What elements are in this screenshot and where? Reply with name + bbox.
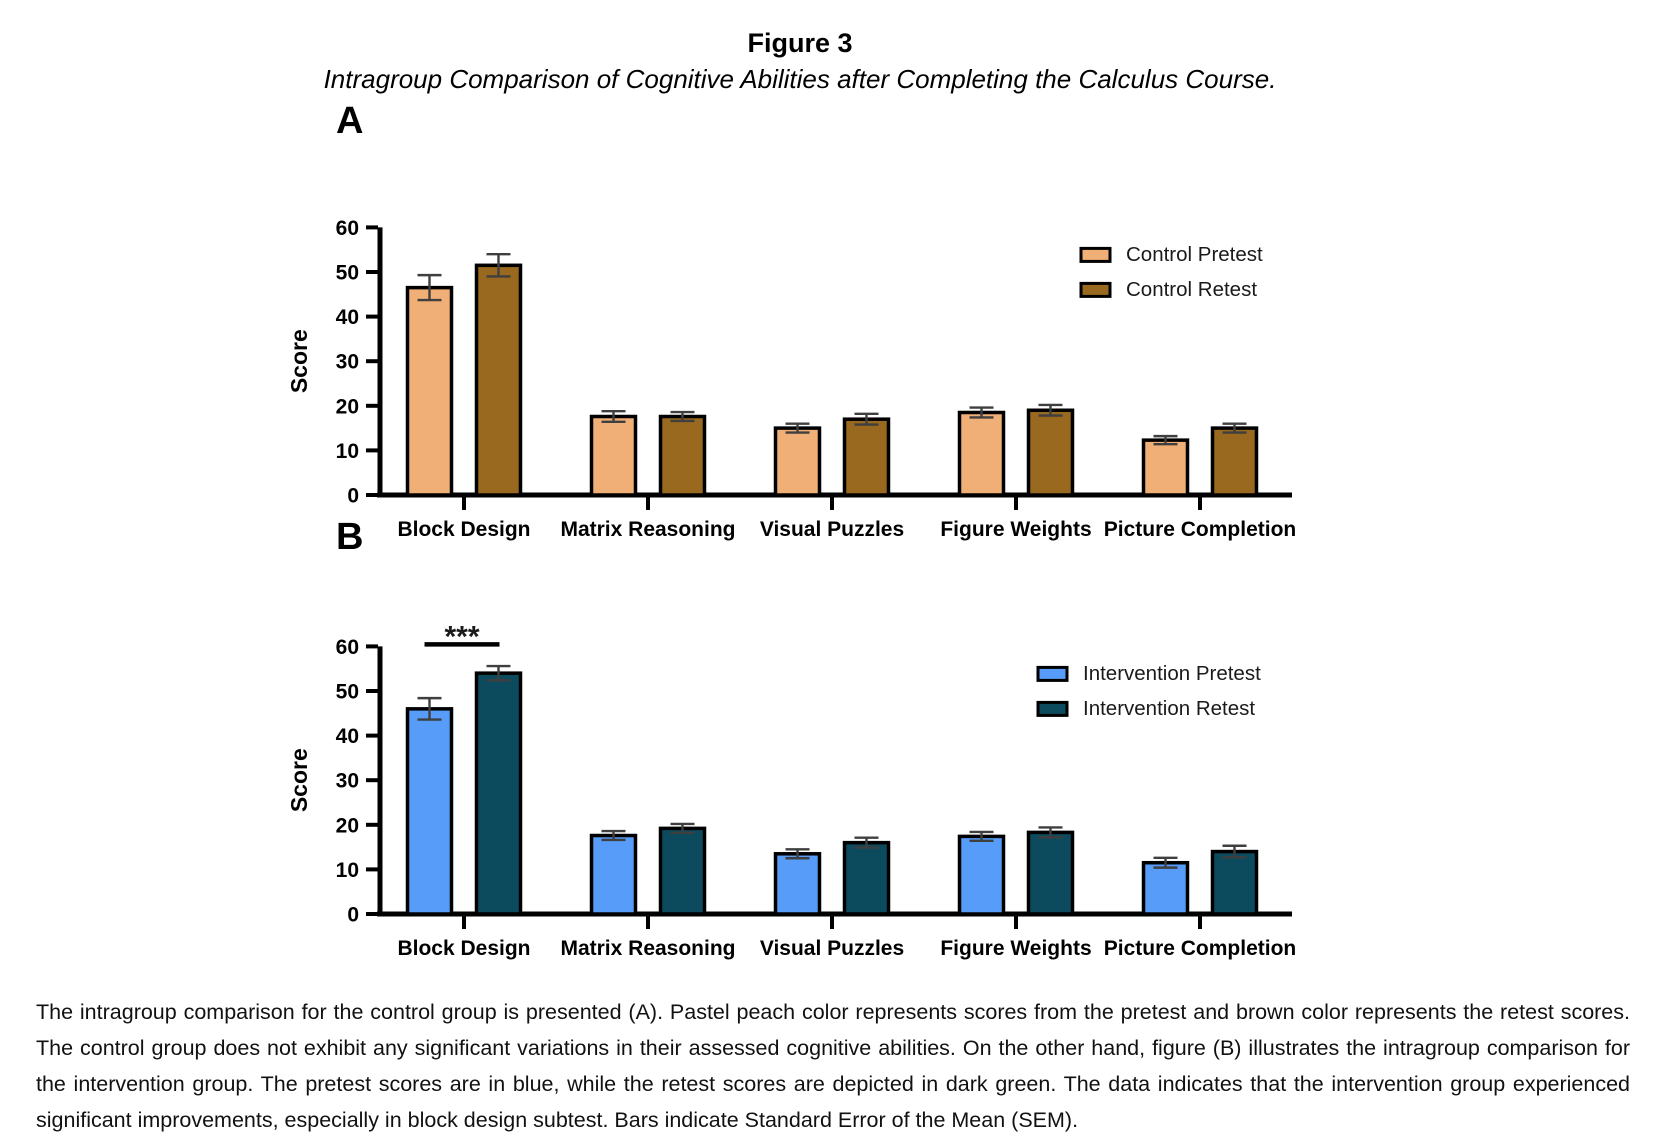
panel-a-label: A [336, 100, 364, 142]
error-bar-control-retest-matrix-reasoning [670, 410, 695, 423]
legend-label-intervention-pretest: Intervention Pretest [1083, 662, 1261, 685]
x-tick-label: Figure Weights [940, 937, 1091, 960]
bar-control-pretest-visual-puzzles [773, 426, 822, 497]
bar-intervention-retest-block-design [474, 671, 523, 916]
error-bar-intervention-retest-block-design [486, 664, 511, 682]
bar-intervention-retest-picture-completion [1210, 849, 1259, 916]
bar-control-retest-figure-weights [1026, 408, 1075, 497]
legend-label-intervention-retest: Intervention Retest [1083, 697, 1255, 720]
bar-intervention-retest-matrix-reasoning [658, 826, 707, 916]
legend-swatch-intervention-pretest [1036, 665, 1069, 682]
x-tick-label: Matrix Reasoning [560, 518, 735, 541]
bar-control-retest-block-design [474, 263, 523, 497]
figure-number: Figure 3 [747, 28, 853, 58]
bar-intervention-pretest-visual-puzzles [773, 852, 822, 916]
bar-control-retest-visual-puzzles [842, 417, 891, 497]
error-bar-control-retest-visual-puzzles [854, 412, 879, 426]
y-tick-label: 30 [336, 770, 359, 793]
error-bar-control-retest-picture-completion [1222, 422, 1247, 434]
y-tick-label: 40 [336, 725, 359, 748]
bar-intervention-pretest-matrix-reasoning [589, 833, 638, 916]
significance-stars: *** [444, 620, 479, 653]
legend-swatch-intervention-retest [1036, 700, 1069, 717]
y-tick-label: 10 [336, 859, 359, 882]
y-tick-label: 0 [347, 485, 359, 508]
x-tick-label: Picture Completion [1104, 518, 1297, 541]
error-bar-intervention-pretest-matrix-reasoning [601, 829, 626, 842]
legend-label-control-pretest: Control Pretest [1126, 243, 1263, 266]
x-tick-label: Block Design [397, 518, 530, 541]
panel-b-chart: 0 10 20 30 40 50 60 Score Block Design Matrix Rea… [286, 620, 1296, 960]
error-bar-intervention-pretest-picture-completion [1153, 856, 1178, 869]
error-bar-control-pretest-visual-puzzles [785, 422, 810, 434]
bar-control-pretest-matrix-reasoning [589, 414, 638, 497]
error-bar-intervention-pretest-figure-weights [969, 830, 994, 843]
panel-b-label: B [336, 516, 364, 558]
panel-a-chart: 0 10 20 30 40 50 60 Score Block Design Matrix Rea… [286, 217, 1296, 541]
x-tick-label: Visual Puzzles [760, 518, 904, 541]
bar-control-pretest-picture-completion [1141, 438, 1190, 497]
y-axis-title: Score [286, 748, 312, 812]
bar-control-pretest-figure-weights [957, 410, 1006, 497]
legend-swatch-control-retest [1079, 281, 1112, 298]
x-tick-label: Visual Puzzles [760, 937, 904, 960]
y-tick-label: 10 [336, 440, 359, 463]
error-bar-intervention-retest-visual-puzzles [854, 836, 879, 849]
error-bar-intervention-retest-picture-completion [1222, 844, 1247, 859]
y-tick-label: 0 [347, 904, 359, 927]
y-tick-label: 50 [336, 262, 359, 285]
error-bar-control-retest-block-design [486, 252, 511, 278]
x-tick-label: Picture Completion [1104, 937, 1297, 960]
error-bar-intervention-retest-figure-weights [1038, 826, 1063, 839]
figure-caption: The intragroup comparison for the contro… [36, 1000, 1630, 1132]
x-tick-label: Block Design [397, 937, 530, 960]
error-bar-control-retest-figure-weights [1038, 403, 1063, 417]
y-tick-label: 30 [336, 351, 359, 374]
error-bar-intervention-pretest-block-design [417, 696, 442, 721]
y-tick-label: 60 [336, 636, 359, 659]
legend-label-control-retest: Control Retest [1126, 278, 1257, 301]
x-tick-label: Matrix Reasoning [560, 937, 735, 960]
x-tick-label: Figure Weights [940, 518, 1091, 541]
y-tick-label: 40 [336, 306, 359, 329]
bar-control-retest-matrix-reasoning [658, 414, 707, 497]
y-tick-label: 60 [336, 217, 359, 240]
bar-intervention-retest-visual-puzzles [842, 840, 891, 916]
bar-control-retest-picture-completion [1210, 426, 1259, 497]
error-bar-intervention-retest-matrix-reasoning [670, 822, 695, 835]
error-bar-control-pretest-picture-completion [1153, 434, 1178, 446]
error-bar-control-pretest-figure-weights [969, 406, 994, 419]
bar-intervention-pretest-block-design [405, 707, 454, 916]
figure-title: Intragroup Comparison of Cognitive Abili… [323, 64, 1277, 94]
y-axis-title: Score [286, 329, 312, 393]
y-tick-label: 20 [336, 395, 359, 418]
bar-intervention-pretest-picture-completion [1141, 860, 1190, 916]
bar-control-pretest-block-design [405, 285, 454, 497]
legend-swatch-control-pretest [1079, 246, 1112, 263]
bar-intervention-pretest-figure-weights [957, 834, 1006, 916]
y-tick-label: 50 [336, 681, 359, 704]
bar-intervention-retest-figure-weights [1026, 830, 1075, 916]
charts-canvas: 0 10 20 30 40 50 60 Score Block Design Matrix Rea… [286, 217, 1296, 960]
error-bar-control-pretest-matrix-reasoning [601, 409, 626, 424]
error-bar-intervention-pretest-visual-puzzles [785, 848, 810, 860]
y-tick-label: 20 [336, 814, 359, 837]
error-bar-control-pretest-block-design [417, 273, 442, 302]
